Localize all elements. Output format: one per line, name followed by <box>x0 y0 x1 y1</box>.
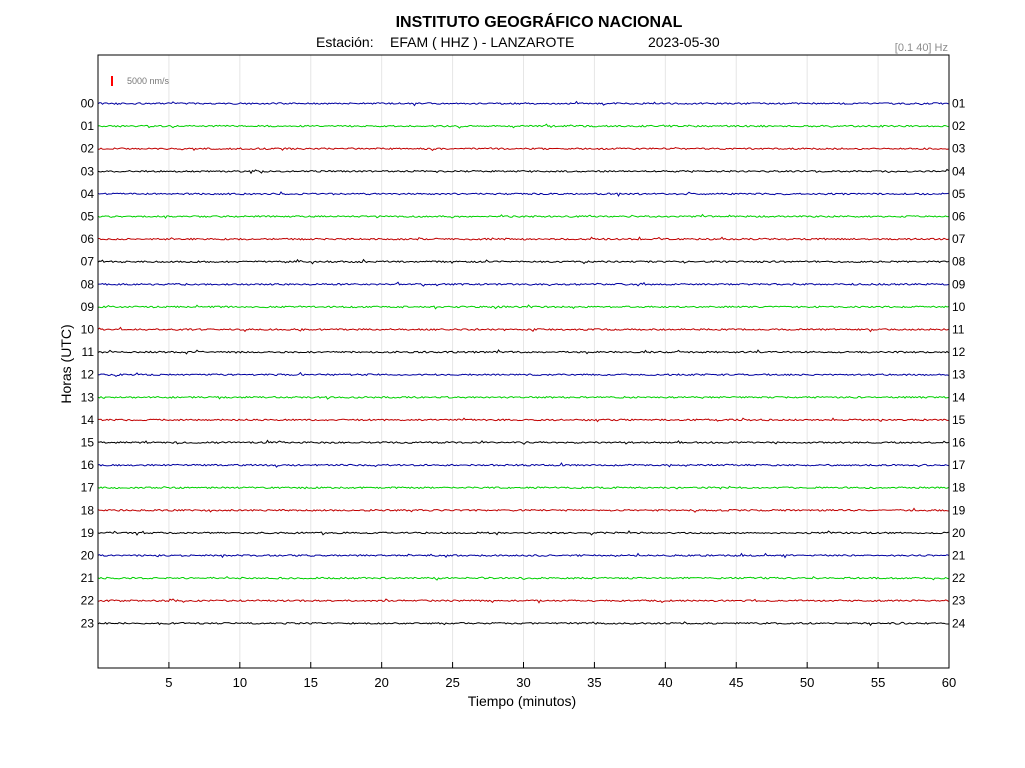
trace-hour-15 <box>97 439 949 445</box>
trace-hour-02 <box>97 147 949 152</box>
trace-hour-08 <box>97 281 949 287</box>
right-hour-label: 10 <box>952 300 966 314</box>
right-hour-label: 24 <box>952 616 966 630</box>
left-hour-label: 18 <box>81 503 95 517</box>
trace-hour-11 <box>97 349 949 355</box>
right-hour-label: 11 <box>952 323 965 337</box>
left-hour-label: 04 <box>81 187 95 201</box>
left-hour-labels: 00 01 02 03 04 05 06 07 08 09 10 11 12 13 14 15 16 17 18 19… <box>81 97 95 631</box>
right-hour-label: 12 <box>952 345 966 359</box>
trace-hour-06 <box>97 236 949 241</box>
left-hour-label: 19 <box>81 526 95 540</box>
x-tick-label: 60 <box>942 675 956 690</box>
trace-hour-14 <box>97 417 949 423</box>
trace-hour-13 <box>97 395 949 400</box>
grid-lines <box>168 55 879 668</box>
left-hour-label: 02 <box>81 142 95 156</box>
left-hour-label: 12 <box>81 368 95 382</box>
x-axis-ticks: 5 10 15 20 25 30 35 40 45 50 55 60 <box>165 662 956 690</box>
right-hour-label: 04 <box>952 164 966 178</box>
chart-date: 2023-05-30 <box>648 34 720 50</box>
station-name: EFAM ( HHZ ) - LANZAROTE <box>390 34 574 50</box>
x-tick-label: 25 <box>445 675 459 690</box>
trace-hour-23 <box>97 621 949 627</box>
right-hour-label: 20 <box>952 526 966 540</box>
right-hour-label: 15 <box>952 413 966 427</box>
trace-hour-07 <box>97 258 949 265</box>
left-hour-label: 05 <box>81 210 95 224</box>
trace-hour-22 <box>97 598 949 604</box>
left-hour-label: 07 <box>81 255 95 269</box>
left-hour-label: 22 <box>81 594 95 608</box>
trace-hour-18 <box>97 507 949 513</box>
trace-hour-03 <box>97 168 949 175</box>
left-hour-label: 00 <box>81 97 95 111</box>
right-hour-label: 19 <box>952 503 966 517</box>
right-hour-label: 08 <box>952 255 966 269</box>
right-hour-label: 01 <box>952 97 966 111</box>
right-hour-labels: 01 02 03 04 05 06 07 08 09 10 11 12 13 14 15 16 17 18 19 20… <box>952 97 966 631</box>
left-hour-label: 09 <box>81 300 95 314</box>
trace-hour-12 <box>97 371 949 378</box>
left-hour-label: 01 <box>81 119 95 133</box>
x-tick-label: 35 <box>587 675 601 690</box>
left-hour-label: 03 <box>81 164 95 178</box>
x-axis-label: Tiempo (minutos) <box>468 693 576 709</box>
left-hour-label: 10 <box>81 323 95 337</box>
left-hour-label: 13 <box>81 390 95 404</box>
left-hour-label: 23 <box>81 616 95 630</box>
right-hour-label: 22 <box>952 571 966 585</box>
x-tick-label: 45 <box>729 675 743 690</box>
trace-hour-00 <box>97 100 949 107</box>
left-hour-label: 06 <box>81 232 95 246</box>
right-hour-label: 03 <box>952 142 966 156</box>
trace-hour-01 <box>97 123 949 129</box>
left-hour-label: 21 <box>81 571 95 585</box>
trace-hour-05 <box>97 213 949 219</box>
trace-hour-20 <box>97 552 949 559</box>
trace-hour-19 <box>97 530 949 536</box>
filter-band: [0.1 40] Hz <box>895 42 948 54</box>
right-hour-label: 07 <box>952 232 966 246</box>
left-hour-label: 14 <box>81 413 95 427</box>
x-tick-label: 30 <box>516 675 530 690</box>
left-hour-label: 17 <box>81 481 95 495</box>
right-hour-label: 18 <box>952 481 966 495</box>
left-hour-label: 15 <box>81 436 95 450</box>
station-prefix: Estación: <box>316 34 374 50</box>
right-hour-label: 02 <box>952 119 966 133</box>
scale-label: 5000 nm/s <box>127 76 170 86</box>
right-hour-label: 05 <box>952 187 966 201</box>
left-hour-label: 16 <box>81 458 95 472</box>
trace-hour-17 <box>97 485 949 490</box>
right-hour-label: 13 <box>952 368 966 382</box>
right-hour-label: 16 <box>952 436 966 450</box>
scale-bar <box>111 76 113 86</box>
x-tick-label: 10 <box>233 675 247 690</box>
y-axis-label: Horas (UTC) <box>58 324 74 403</box>
left-hour-label: 08 <box>81 277 95 291</box>
right-hour-label: 06 <box>952 210 966 224</box>
right-hour-label: 21 <box>952 549 966 563</box>
x-tick-label: 50 <box>800 675 814 690</box>
trace-hour-04 <box>97 191 949 198</box>
right-hour-label: 14 <box>952 390 966 404</box>
right-hour-label: 17 <box>952 458 966 472</box>
trace-hour-21 <box>97 575 949 581</box>
x-tick-label: 20 <box>374 675 388 690</box>
right-hour-label: 23 <box>952 594 966 608</box>
trace-hour-16 <box>97 462 949 468</box>
x-tick-label: 5 <box>165 675 172 690</box>
x-tick-label: 40 <box>658 675 672 690</box>
left-hour-label: 11 <box>82 345 95 359</box>
trace-hour-09 <box>97 304 949 310</box>
seismic-traces <box>97 100 949 627</box>
x-tick-label: 15 <box>304 675 318 690</box>
chart-title: INSTITUTO GEOGRÁFICO NACIONAL <box>396 12 683 31</box>
left-hour-label: 20 <box>81 549 95 563</box>
x-tick-label: 55 <box>871 675 885 690</box>
trace-hour-10 <box>97 326 949 333</box>
right-hour-label: 09 <box>952 277 966 291</box>
